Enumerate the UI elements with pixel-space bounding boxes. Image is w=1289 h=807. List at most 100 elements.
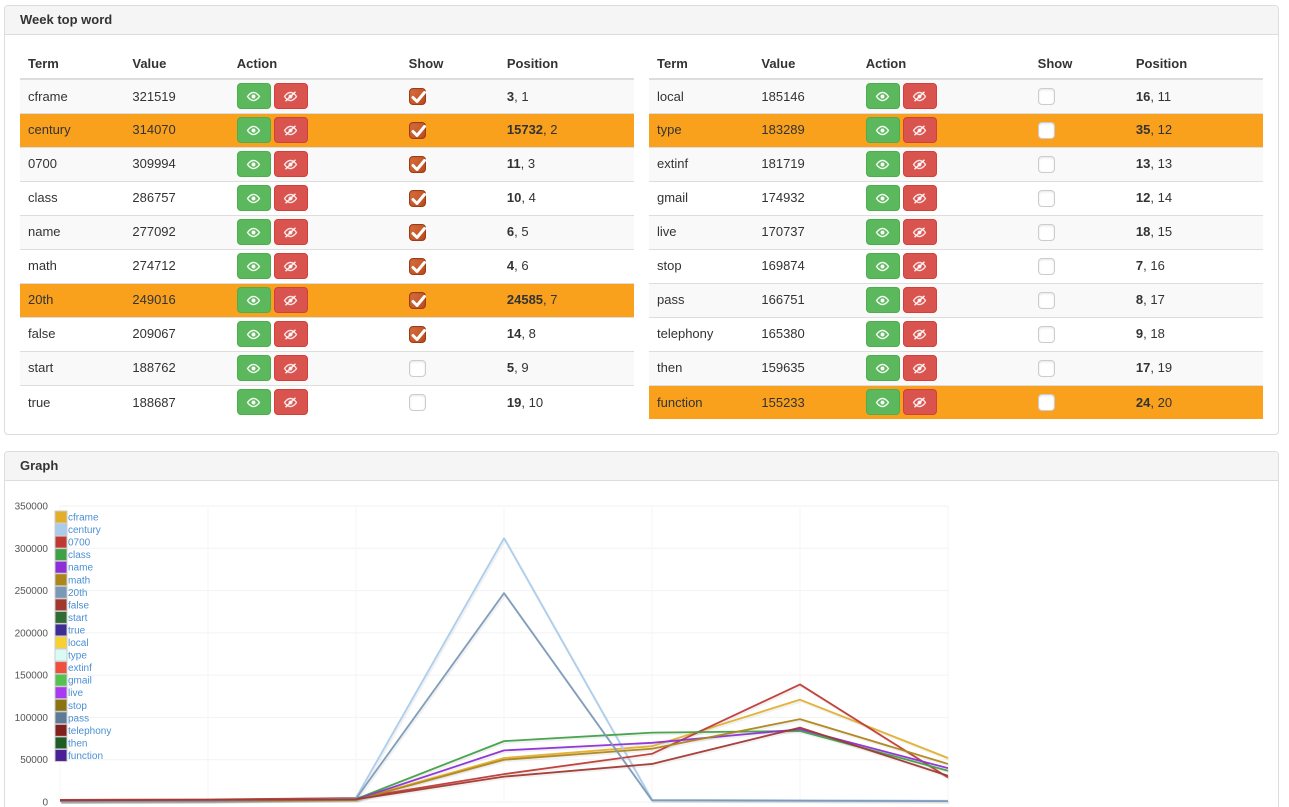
- show-checkbox[interactable]: [1037, 393, 1055, 411]
- hide-button[interactable]: [902, 389, 937, 416]
- legend-label-stop[interactable]: stop: [68, 700, 87, 711]
- hide-button[interactable]: [273, 219, 308, 246]
- show-checkbox[interactable]: [408, 359, 426, 377]
- show-button[interactable]: [865, 117, 900, 144]
- legend-label-local[interactable]: local: [68, 638, 89, 649]
- show-button[interactable]: [236, 355, 271, 382]
- legend-label-0700[interactable]: 0700: [68, 537, 91, 548]
- show-button[interactable]: [236, 151, 271, 178]
- hide-button[interactable]: [273, 355, 308, 382]
- show-checkbox[interactable]: [1037, 121, 1055, 139]
- eye-icon: [876, 329, 890, 339]
- show-button[interactable]: [236, 117, 271, 144]
- eye-slash-icon: [913, 260, 927, 272]
- hide-button[interactable]: [273, 83, 308, 110]
- show-checkbox[interactable]: [408, 291, 426, 309]
- hide-button[interactable]: [902, 83, 937, 110]
- eye-icon: [247, 295, 261, 305]
- hide-button[interactable]: [902, 151, 937, 178]
- show-button[interactable]: [865, 321, 900, 348]
- show-checkbox[interactable]: [1037, 155, 1055, 173]
- legend-label-pass[interactable]: pass: [68, 713, 89, 724]
- show-button[interactable]: [865, 151, 900, 178]
- action-cell: [857, 384, 1030, 420]
- show-checkbox[interactable]: [408, 155, 426, 173]
- hide-button[interactable]: [902, 117, 937, 144]
- show-checkbox[interactable]: [1037, 291, 1055, 309]
- eye-icon: [247, 363, 261, 373]
- show-checkbox[interactable]: [408, 189, 426, 207]
- eye-slash-icon: [284, 91, 298, 102]
- eye-icon: [876, 227, 890, 237]
- show-checkbox[interactable]: [1037, 87, 1055, 105]
- action-cell: [857, 248, 1030, 284]
- legend-label-then[interactable]: then: [68, 738, 87, 749]
- eye-icon: [247, 91, 261, 102]
- check-icon: [411, 158, 426, 171]
- show-button[interactable]: [236, 253, 271, 280]
- legend-label-extinf[interactable]: extinf: [68, 663, 92, 674]
- column-header-term: Term: [20, 49, 125, 81]
- hide-button[interactable]: [273, 117, 308, 144]
- show-checkbox[interactable]: [408, 257, 426, 275]
- show-button[interactable]: [865, 185, 900, 212]
- show-checkbox[interactable]: [408, 87, 426, 105]
- show-button[interactable]: [236, 389, 271, 416]
- show-checkbox[interactable]: [408, 393, 426, 411]
- show-checkbox[interactable]: [1037, 223, 1055, 241]
- hide-button[interactable]: [902, 321, 937, 348]
- hide-button[interactable]: [902, 355, 937, 382]
- word-row-20th: 20th 249016 24585, 7: [20, 282, 634, 318]
- legend-swatch-extinf: [54, 660, 68, 674]
- hide-button[interactable]: [902, 287, 937, 314]
- show-button[interactable]: [236, 83, 271, 110]
- show-button[interactable]: [865, 219, 900, 246]
- legend-label-false[interactable]: false: [68, 600, 90, 611]
- term-cell: name: [20, 214, 125, 250]
- show-checkbox[interactable]: [408, 325, 426, 343]
- legend-label-century[interactable]: century: [68, 525, 101, 536]
- show-checkbox[interactable]: [408, 223, 426, 241]
- legend-label-math[interactable]: math: [68, 575, 90, 586]
- legend-label-telephony[interactable]: telephony: [68, 726, 111, 737]
- hide-button[interactable]: [273, 389, 308, 416]
- legend-label-type[interactable]: type: [68, 650, 87, 661]
- hide-button[interactable]: [273, 185, 308, 212]
- show-button[interactable]: [236, 185, 271, 212]
- legend-label-live[interactable]: live: [68, 688, 83, 699]
- show-button[interactable]: [865, 253, 900, 280]
- show-checkbox[interactable]: [408, 121, 426, 139]
- legend-label-name[interactable]: name: [68, 562, 93, 573]
- eye-slash-icon: [913, 328, 927, 340]
- position-cell: 10, 4: [498, 180, 634, 216]
- action-cell: [228, 214, 401, 250]
- legend-label-start[interactable]: start: [68, 613, 88, 624]
- hide-button[interactable]: [902, 219, 937, 246]
- hide-button[interactable]: [273, 151, 308, 178]
- legend-label-20th[interactable]: 20th: [68, 587, 87, 598]
- eye-slash-icon: [284, 124, 298, 136]
- legend-label-function[interactable]: function: [68, 751, 103, 762]
- hide-button[interactable]: [902, 253, 937, 280]
- legend-label-cframe[interactable]: cframe: [68, 512, 99, 523]
- show-checkbox[interactable]: [1037, 189, 1055, 207]
- show-checkbox[interactable]: [1037, 359, 1055, 377]
- legend-label-true[interactable]: true: [68, 625, 86, 636]
- hide-button[interactable]: [273, 287, 308, 314]
- hide-button[interactable]: [902, 185, 937, 212]
- hide-button[interactable]: [273, 321, 308, 348]
- word-row-telephony: telephony 165380 9, 18: [649, 316, 1263, 352]
- hide-button[interactable]: [273, 253, 308, 280]
- show-button[interactable]: [865, 389, 900, 416]
- show-checkbox[interactable]: [1037, 325, 1055, 343]
- show-button[interactable]: [236, 321, 271, 348]
- show-button[interactable]: [236, 287, 271, 314]
- show-button[interactable]: [865, 355, 900, 382]
- legend-label-class[interactable]: class: [68, 550, 91, 561]
- show-button[interactable]: [865, 287, 900, 314]
- value-cell: 309994: [124, 146, 229, 182]
- show-button[interactable]: [865, 83, 900, 110]
- show-button[interactable]: [236, 219, 271, 246]
- legend-label-gmail[interactable]: gmail: [68, 675, 92, 686]
- show-checkbox[interactable]: [1037, 257, 1055, 275]
